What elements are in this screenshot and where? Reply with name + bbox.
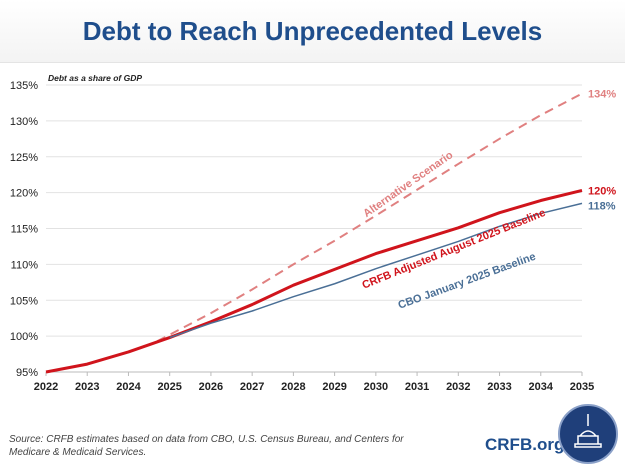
y-tick-label: 115% <box>11 224 39 236</box>
y-axis-label: Debt as a share of GDP <box>48 73 142 83</box>
x-tick-label: 2032 <box>446 381 470 393</box>
y-tick-label: 125% <box>10 152 38 164</box>
crfb-seal-logo <box>558 404 618 464</box>
x-tick-label: 2027 <box>240 381 264 393</box>
x-tick-label: 2025 <box>157 381 181 393</box>
chart-title: Debt to Reach Unprecedented Levels <box>0 0 625 63</box>
series-line <box>45 189 583 374</box>
series-line <box>156 92 583 343</box>
y-tick-label: 100% <box>10 331 38 343</box>
x-tick-label: 2030 <box>364 381 388 393</box>
y-tick-label: 95% <box>16 367 38 379</box>
brand-name: CRFB.org <box>485 435 565 454</box>
x-tick-label: 2024 <box>116 381 141 393</box>
x-tick-label: 2026 <box>199 381 223 393</box>
end-value-label: 120% <box>588 185 616 197</box>
y-tick-label: 105% <box>10 295 38 307</box>
x-tick-label: 2033 <box>487 381 511 393</box>
x-tick-label: 2031 <box>405 381 429 393</box>
y-tick-label: 110% <box>11 259 39 271</box>
end-value-label: 118% <box>588 200 616 212</box>
source-note: Source: CRFB estimates based on data fro… <box>9 434 404 458</box>
x-tick-label: 2034 <box>529 381 554 393</box>
y-tick-label: 135% <box>10 80 38 92</box>
line-chart: 95% 100% 105% 110% 115% 120% 125% 130% 135% 2022 2… <box>10 73 616 393</box>
x-tick-label: 2028 <box>281 381 305 393</box>
x-tick-label: 2035 <box>570 381 594 393</box>
end-value-label: 134% <box>588 89 616 101</box>
y-tick-label: 120% <box>10 188 38 200</box>
x-tick-label: 2029 <box>322 381 346 393</box>
x-tick-label: 2023 <box>75 381 99 393</box>
series-label: Alternative Scenario <box>361 149 455 220</box>
y-tick-label: 130% <box>10 116 38 128</box>
x-tick-label: 2022 <box>34 381 58 393</box>
